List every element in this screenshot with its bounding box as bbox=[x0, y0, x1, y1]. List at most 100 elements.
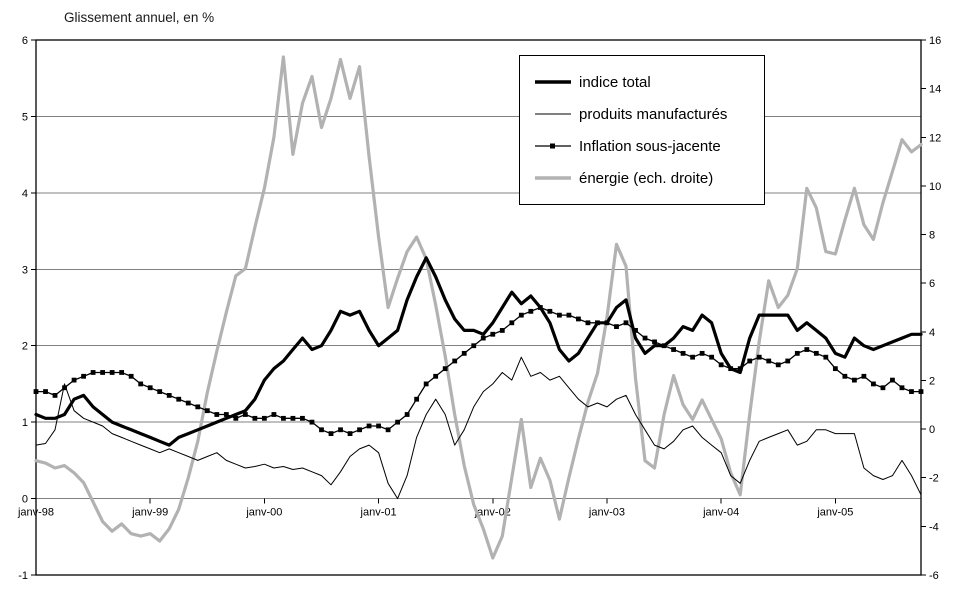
series-marker-square bbox=[347, 431, 353, 437]
y-left-tick-label: 3 bbox=[22, 264, 28, 276]
x-tick-label: janv-01 bbox=[360, 507, 397, 519]
series-marker-square bbox=[338, 427, 343, 433]
series-marker-square bbox=[813, 350, 819, 356]
series-marker-square bbox=[138, 381, 144, 387]
series-marker-square bbox=[576, 316, 581, 322]
y-right-tick-label: 6 bbox=[929, 278, 935, 290]
legend-swatch-line-icon bbox=[535, 113, 571, 115]
series-marker-square bbox=[899, 385, 905, 391]
series-marker-square bbox=[671, 347, 676, 352]
series-marker-square bbox=[414, 396, 420, 402]
series-marker-square bbox=[233, 415, 239, 421]
series-marker-square bbox=[471, 343, 477, 349]
y-left-tick-label: 5 bbox=[22, 111, 28, 123]
series-marker-square bbox=[880, 385, 886, 391]
series-marker-square bbox=[204, 408, 210, 414]
series-marker-square bbox=[223, 412, 229, 417]
series-marker-square bbox=[566, 312, 572, 318]
y-right-tick-label: 8 bbox=[929, 230, 935, 242]
series-marker-square bbox=[128, 373, 134, 379]
series-marker-square bbox=[556, 312, 562, 318]
series-marker-square bbox=[109, 370, 115, 375]
series-line-0 bbox=[34, 256, 923, 447]
y-left-tick-label: 6 bbox=[22, 35, 28, 47]
series-marker-square bbox=[861, 373, 867, 379]
y-right-tick-label: 4 bbox=[929, 327, 935, 339]
series-marker-square bbox=[528, 308, 534, 314]
legend-label: produits manufacturés bbox=[579, 105, 728, 123]
series-marker-square bbox=[319, 427, 324, 433]
series-marker-square bbox=[775, 362, 781, 368]
y-left-tick-label: 2 bbox=[22, 341, 28, 353]
legend: indice total produits manufacturés Infla… bbox=[519, 55, 765, 205]
series-marker-square bbox=[490, 331, 496, 337]
series-marker-square bbox=[442, 366, 448, 372]
legend-swatch-line-icon bbox=[535, 176, 571, 180]
series-marker-square bbox=[509, 320, 515, 326]
y-right-tick-label: 14 bbox=[929, 84, 941, 96]
series-marker-square bbox=[100, 370, 106, 375]
series-marker-square bbox=[747, 358, 753, 364]
series-marker-square bbox=[119, 370, 125, 375]
legend-swatch-marker bbox=[550, 143, 555, 149]
series-marker-square bbox=[452, 358, 458, 364]
series-marker-square bbox=[642, 335, 648, 341]
legend-label: indice total bbox=[579, 73, 651, 91]
y-left-tick-label: 1 bbox=[22, 417, 28, 429]
series-line-3 bbox=[34, 55, 923, 560]
series-marker-square bbox=[480, 335, 486, 341]
y-right-tick-label: 16 bbox=[929, 35, 941, 47]
series-marker-square bbox=[71, 377, 77, 383]
series-marker-square bbox=[499, 328, 505, 333]
x-tick-label: janv-05 bbox=[816, 507, 853, 519]
series-marker-square bbox=[281, 415, 286, 421]
series-marker-square bbox=[214, 412, 220, 417]
series-marker-square bbox=[385, 427, 391, 433]
chart-title: Glissement annuel, en % bbox=[64, 10, 215, 25]
series-marker-square bbox=[585, 320, 591, 326]
y-left-tick-label: 0 bbox=[22, 494, 28, 506]
series-marker-square bbox=[366, 423, 372, 429]
series-marker-square bbox=[547, 308, 553, 314]
legend-swatch-line-marker-icon bbox=[535, 143, 571, 149]
series-marker-square bbox=[709, 354, 715, 360]
series-marker-square bbox=[718, 362, 724, 368]
x-tick-label: janv-00 bbox=[245, 507, 282, 519]
x-tick-label: janv-03 bbox=[588, 507, 625, 519]
series-marker-square bbox=[271, 412, 277, 417]
series-marker-square bbox=[823, 354, 829, 360]
series-marker-square bbox=[842, 373, 848, 379]
legend-label: Inflation sous-jacente bbox=[579, 137, 721, 155]
series-marker-square bbox=[90, 370, 96, 375]
series-marker-square bbox=[195, 404, 201, 410]
series-marker-square bbox=[62, 385, 67, 391]
series-marker-square bbox=[147, 385, 153, 391]
x-tick-label: janv-99 bbox=[131, 507, 168, 519]
legend-item-produits-manufactures: produits manufacturés bbox=[534, 106, 758, 123]
y-right-tick-label: 0 bbox=[929, 424, 935, 436]
x-tick-label: janv-04 bbox=[702, 507, 739, 519]
series-marker-square bbox=[300, 415, 305, 421]
y-right-tick-label: 10 bbox=[929, 181, 941, 193]
series-marker-square bbox=[290, 415, 296, 421]
series-marker-square bbox=[242, 412, 248, 417]
series-marker-square bbox=[890, 377, 895, 383]
x-tick-label: janv-02 bbox=[474, 507, 511, 519]
y-left-tick-label: -1 bbox=[18, 570, 28, 582]
series-marker-square bbox=[357, 427, 362, 433]
series-marker-square bbox=[794, 350, 800, 356]
series-marker-square bbox=[309, 419, 315, 425]
x-tick-label: janv-98 bbox=[17, 507, 54, 519]
series-marker-square bbox=[52, 392, 58, 398]
series-marker-square bbox=[832, 366, 838, 372]
series-marker-square bbox=[909, 389, 914, 394]
series-marker-square bbox=[766, 358, 772, 364]
series-marker-square bbox=[785, 358, 791, 364]
series-marker-square bbox=[81, 373, 86, 379]
series-marker-square bbox=[690, 354, 696, 360]
series-marker-square bbox=[404, 412, 410, 417]
series-marker-square bbox=[185, 400, 191, 406]
legend-item-indice-total: indice total bbox=[534, 74, 758, 91]
series-marker-square bbox=[43, 389, 48, 394]
legend-swatch-line-icon bbox=[535, 80, 571, 84]
